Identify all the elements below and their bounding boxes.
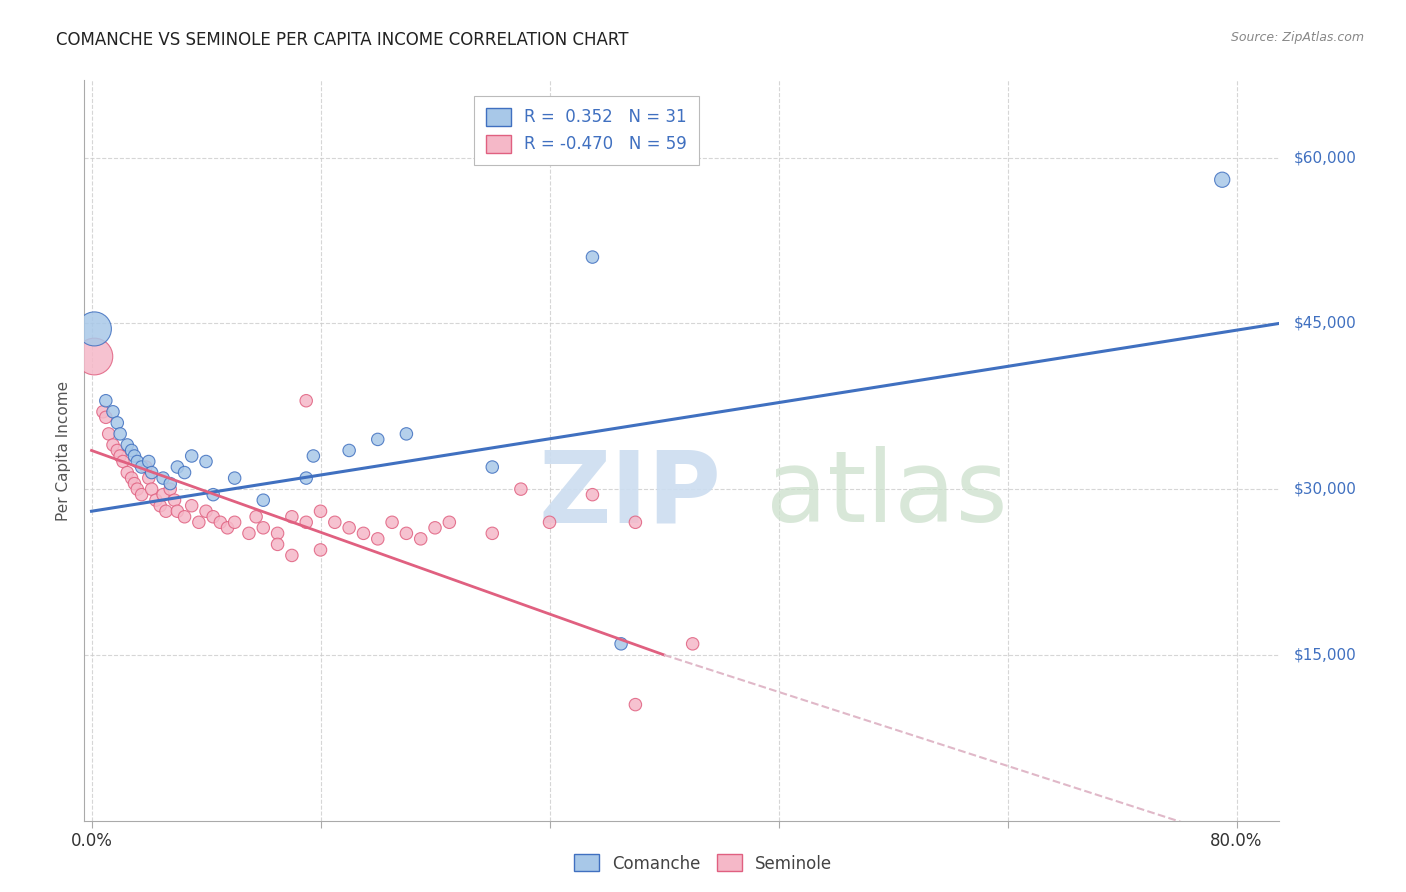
Point: [202, 488, 225, 502]
Point: [295, 393, 318, 408]
Point: [224, 516, 246, 530]
Text: COMANCHE VS SEMINOLE PER CAPITA INCOME CORRELATION CHART: COMANCHE VS SEMINOLE PER CAPITA INCOME C…: [56, 31, 628, 49]
Point: [439, 516, 461, 530]
Point: [173, 466, 195, 480]
Text: $60,000: $60,000: [1294, 150, 1357, 165]
Point: [409, 532, 432, 546]
Point: [395, 526, 418, 541]
Point: [121, 443, 143, 458]
Point: [295, 471, 318, 485]
Point: [101, 405, 124, 419]
Point: [323, 516, 346, 530]
Point: [163, 493, 186, 508]
Point: [145, 493, 167, 508]
Point: [83, 322, 105, 336]
Point: [131, 488, 153, 502]
Point: [111, 454, 134, 468]
Point: [481, 460, 503, 475]
Point: [97, 426, 120, 441]
Text: ZIP: ZIP: [538, 446, 721, 543]
Point: [1211, 172, 1233, 186]
Point: [105, 443, 128, 458]
Point: [252, 521, 274, 535]
Point: [682, 637, 704, 651]
Point: [91, 405, 114, 419]
Point: [281, 509, 304, 524]
Point: [105, 416, 128, 430]
Point: [124, 476, 146, 491]
Text: $30,000: $30,000: [1294, 482, 1357, 497]
Point: [381, 516, 404, 530]
Point: [624, 698, 647, 712]
Point: [101, 438, 124, 452]
Point: [337, 521, 360, 535]
Point: [141, 482, 163, 496]
Point: [209, 516, 232, 530]
Point: [138, 471, 160, 485]
Point: [108, 449, 131, 463]
Point: [252, 493, 274, 508]
Point: [108, 426, 131, 441]
Point: [509, 482, 531, 496]
Point: [173, 509, 195, 524]
Point: [159, 476, 181, 491]
Point: [152, 471, 174, 485]
Point: [581, 488, 603, 502]
Point: [117, 466, 139, 480]
Point: [624, 516, 647, 530]
Point: [135, 460, 157, 475]
Point: [166, 460, 188, 475]
Point: [245, 509, 267, 524]
Point: [581, 250, 603, 264]
Point: [353, 526, 375, 541]
Point: [180, 499, 202, 513]
Text: $15,000: $15,000: [1294, 648, 1357, 663]
Point: [337, 443, 360, 458]
Point: [295, 516, 318, 530]
Point: [202, 509, 225, 524]
Point: [217, 521, 239, 535]
Point: [152, 488, 174, 502]
Point: [159, 482, 181, 496]
Legend: R =  0.352   N = 31, R = -0.470   N = 59: R = 0.352 N = 31, R = -0.470 N = 59: [474, 96, 699, 165]
Point: [166, 504, 188, 518]
Point: [155, 504, 177, 518]
Point: [195, 454, 218, 468]
Point: [538, 516, 561, 530]
Point: [121, 471, 143, 485]
Point: [367, 433, 389, 447]
Point: [224, 471, 246, 485]
Point: [309, 504, 332, 518]
Point: [94, 410, 117, 425]
Text: atlas: atlas: [766, 446, 1007, 543]
Text: $45,000: $45,000: [1294, 316, 1357, 331]
Point: [238, 526, 260, 541]
Point: [266, 537, 288, 551]
Point: [395, 426, 418, 441]
Point: [367, 532, 389, 546]
Point: [117, 438, 139, 452]
Point: [141, 466, 163, 480]
Point: [124, 449, 146, 463]
Point: [302, 449, 325, 463]
Legend: Comanche, Seminole: Comanche, Seminole: [567, 847, 839, 880]
Point: [481, 526, 503, 541]
Point: [83, 350, 105, 364]
Point: [131, 460, 153, 475]
Point: [187, 516, 209, 530]
Point: [180, 449, 202, 463]
Point: [195, 504, 218, 518]
Text: Source: ZipAtlas.com: Source: ZipAtlas.com: [1230, 31, 1364, 45]
Point: [127, 454, 149, 468]
Point: [149, 499, 172, 513]
Point: [309, 542, 332, 557]
Point: [423, 521, 446, 535]
Point: [281, 549, 304, 563]
Point: [266, 526, 288, 541]
Point: [610, 637, 633, 651]
Point: [94, 393, 117, 408]
Y-axis label: Per Capita Income: Per Capita Income: [56, 380, 72, 521]
Point: [127, 482, 149, 496]
Point: [138, 454, 160, 468]
